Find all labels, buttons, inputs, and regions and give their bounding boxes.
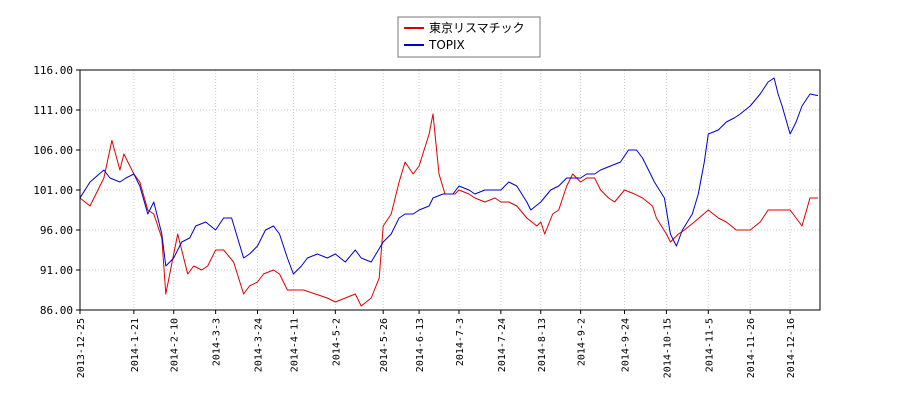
- x-tick-label: 2014-1-21: [130, 318, 141, 372]
- x-tick-label: 2014-9-2: [577, 318, 588, 366]
- y-tick-label: 86.00: [40, 304, 73, 317]
- y-tick-label: 116.00: [33, 64, 73, 77]
- x-tick-label: 2014-2-10: [170, 318, 181, 372]
- legend-label: TOPIX: [428, 38, 465, 52]
- x-tick-label: 2014-12-16: [786, 318, 797, 378]
- x-tick-label: 2014-11-5: [704, 318, 715, 372]
- legend-label: 東京リスマチック: [429, 21, 525, 35]
- x-tick-label: 2014-5-2: [331, 318, 342, 366]
- y-tick-label: 91.00: [40, 264, 73, 277]
- legend-box: [397, 16, 541, 58]
- series-group: [80, 77, 819, 307]
- series-line-topix: [80, 77, 819, 275]
- x-tick-label: 2014-10-15: [662, 318, 673, 378]
- x-tick-label: 2013-12-25: [76, 318, 87, 378]
- series-line-tokyo-lithmatic: [80, 113, 818, 307]
- y-tick-label: 111.00: [33, 104, 73, 117]
- x-tick-label: 2014-6-13: [415, 318, 426, 372]
- x-tick-label: 2014-3-3: [212, 318, 223, 366]
- grid: [79, 69, 820, 311]
- y-tick-label: 101.00: [33, 184, 73, 197]
- x-tick-label: 2014-7-3: [455, 318, 466, 366]
- y-tick-label: 106.00: [33, 144, 73, 157]
- x-tick-label: 2014-11-26: [746, 318, 757, 378]
- x-tick-label: 2014-7-24: [497, 318, 508, 372]
- x-tick-label: 2014-3-24: [254, 318, 265, 372]
- x-tick-label: 2014-5-26: [379, 318, 390, 372]
- x-tick-label: 2014-9-24: [621, 318, 632, 372]
- x-tick-label: 2014-8-13: [537, 318, 548, 372]
- legend: 東京リスマチック TOPIX: [397, 16, 541, 58]
- y-tick-label: 96.00: [40, 224, 73, 237]
- x-axis: 2013-12-25 2014-1-21 2014-2-10 2014-3-3 2014…: [76, 310, 797, 378]
- x-tick-label: 2014-4-11: [289, 318, 300, 372]
- y-axis: 116.00 111.00 106.00 101.00 96.00 91.00 86.00: [33, 64, 80, 317]
